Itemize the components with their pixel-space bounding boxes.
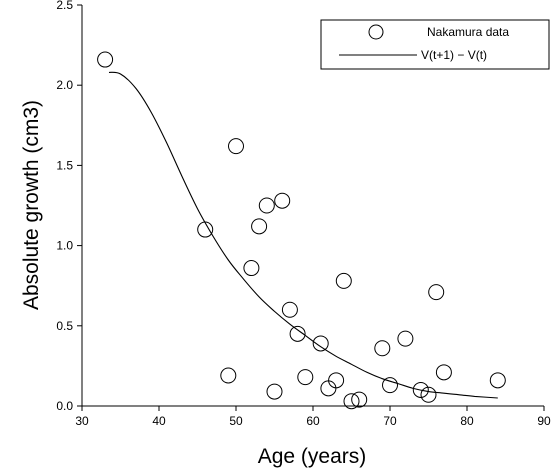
x-tick-label: 40 (152, 414, 166, 428)
data-point (281, 301, 298, 318)
data-point (382, 377, 398, 394)
data-point (489, 372, 506, 389)
legend-marker-open-circle (368, 24, 384, 40)
x-tick-label: 50 (229, 414, 243, 428)
data-point (289, 325, 306, 342)
y-tick-label: 0.0 (56, 399, 73, 413)
data-point (266, 383, 283, 400)
data-point (328, 372, 345, 389)
axes: 30 40 50 60 70 80 90 0.0 0.5 1.0 1.5 2.0 2.5 (56, 0, 551, 428)
x-axis-title: Age (years) (258, 445, 367, 468)
data-point (435, 364, 452, 381)
data-point (197, 221, 214, 238)
data-point (228, 138, 244, 155)
model-curve-group (108, 71, 498, 399)
data-point (243, 260, 260, 277)
model-curve-line (108, 71, 498, 399)
x-tick-label: 80 (460, 414, 474, 428)
data-point (274, 192, 291, 209)
data-point (420, 386, 437, 403)
x-tick-label: 90 (537, 414, 551, 428)
data-point (251, 218, 268, 235)
y-tick-label: 2.5 (56, 0, 73, 12)
data-point (428, 284, 445, 301)
y-axis-title: Absolute growth (cm3) (20, 100, 43, 310)
legend-label-data: Nakamura data (427, 25, 509, 39)
y-tick-label: 1.5 (56, 158, 73, 172)
data-point (297, 369, 314, 386)
data-point (312, 335, 329, 352)
data-point (258, 197, 275, 214)
x-tick-label: 70 (383, 414, 397, 428)
y-tick-label: 2.0 (56, 78, 73, 92)
data-point (97, 51, 114, 68)
x-tick-label: 30 (75, 414, 89, 428)
data-point (351, 391, 368, 408)
data-points-group (97, 51, 506, 410)
y-tick-label: 1.0 (56, 239, 73, 253)
data-point (220, 367, 237, 384)
legend: Nakamura data V(t+1) − V(t) (320, 19, 550, 70)
data-point (343, 393, 360, 410)
data-point (397, 330, 414, 347)
legend-label-curve: V(t+1) − V(t) (421, 48, 487, 62)
data-point (412, 381, 429, 398)
data-point (374, 340, 391, 357)
y-tick-label: 0.5 (56, 319, 73, 333)
x-tick-label: 60 (306, 414, 320, 428)
legend-box (320, 19, 550, 70)
data-point (335, 272, 352, 289)
data-point (320, 380, 337, 397)
